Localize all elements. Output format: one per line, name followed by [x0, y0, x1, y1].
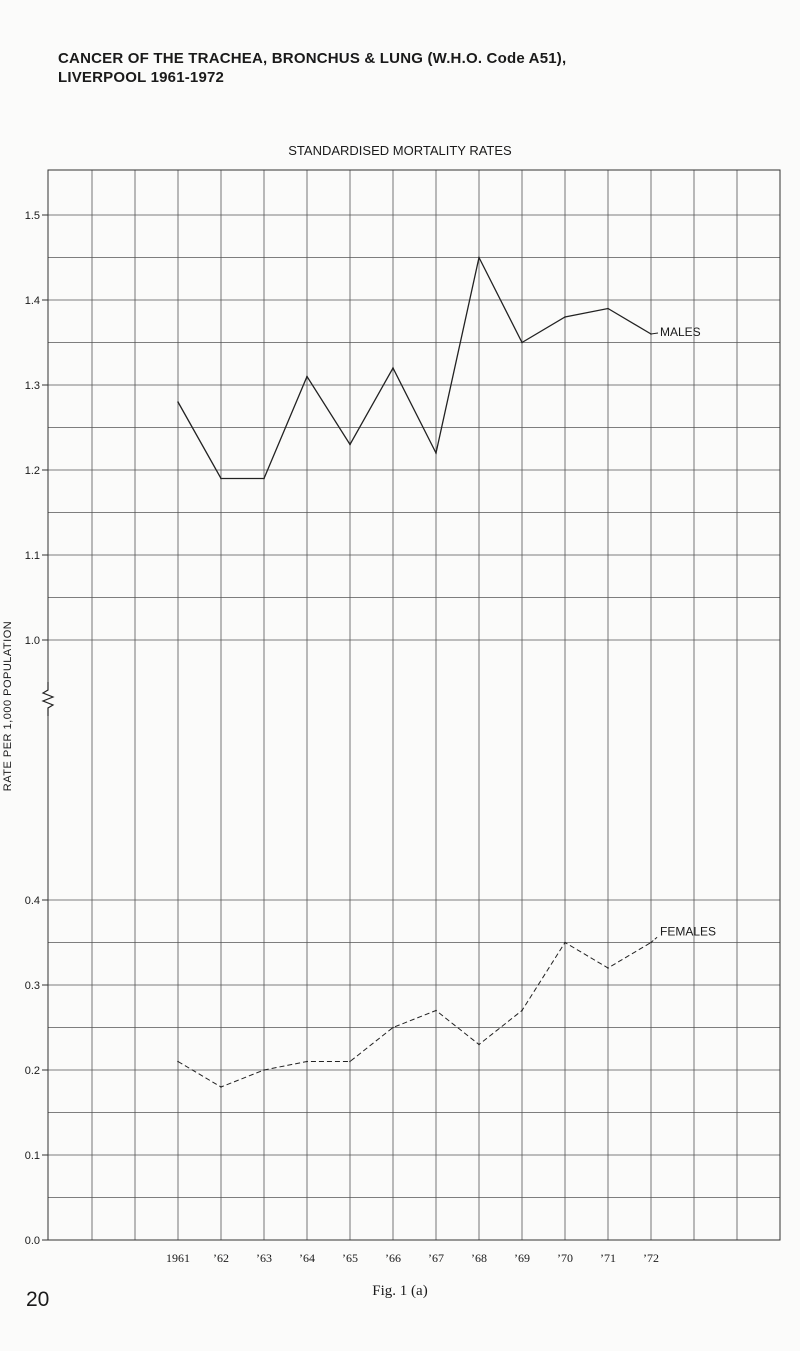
data-point [306, 1060, 308, 1063]
data-point [177, 1060, 179, 1063]
axis-break-zigzag [41, 682, 55, 716]
data-point [435, 452, 437, 454]
x-tick-label: ’67 [428, 1251, 444, 1265]
data-point [177, 401, 179, 403]
data-point [478, 256, 480, 259]
data-point [564, 316, 566, 318]
y-tick-label: 1.0 [25, 635, 40, 647]
y-axis-ticks: 0.0 0.1 0.2 0.3 0.4 1.0 1.1 1.2 1.3 1.4 1.5 [25, 210, 48, 1247]
y-tick-label: 1.2 [25, 465, 40, 477]
x-tick-label: ’72 [643, 1251, 659, 1265]
series-layer: MALES FEMALES [177, 255, 716, 1088]
y-tick-label: 0.4 [25, 895, 40, 907]
title-line-2: LIVERPOOL 1961-1972 [58, 69, 225, 86]
data-point [306, 375, 308, 378]
data-point [263, 477, 265, 480]
series-label-females: FEMALES [660, 925, 716, 939]
data-point [607, 967, 609, 969]
x-tick-label: ’71 [600, 1251, 616, 1265]
page-title: CANCER OF THE TRACHEA, BRONCHUS & LUNG (… [58, 49, 758, 87]
x-tick-label: ’63 [256, 1251, 272, 1265]
title-line-1: CANCER OF THE TRACHEA, BRONCHUS & LUNG (… [58, 50, 567, 67]
data-point [564, 941, 566, 944]
x-tick-label: ’62 [213, 1251, 229, 1265]
x-tick-label: ’68 [471, 1251, 487, 1265]
axis-break-icon [41, 682, 55, 716]
y-tick-label: 1.1 [25, 550, 40, 562]
y-tick-label: 0.3 [25, 980, 40, 992]
x-tick-label: ’69 [514, 1251, 530, 1265]
chart-title: STANDARDISED MORTALITY RATES [288, 143, 512, 158]
data-point [220, 1086, 222, 1088]
y-tick-label: 1.3 [25, 380, 40, 392]
y-tick-label: 0.0 [25, 1235, 40, 1247]
horizontal-gridlines [48, 214, 780, 1198]
series-label-leader [650, 332, 659, 335]
data-point [392, 1026, 394, 1029]
x-tick-label: ’65 [342, 1251, 358, 1265]
data-point [220, 477, 222, 480]
x-tick-label: ’64 [299, 1251, 315, 1265]
x-tick-label: 1961 [166, 1251, 190, 1265]
vertical-gridlines [91, 170, 738, 1240]
series-label-males: MALES [660, 325, 701, 339]
figure-caption: Fig. 1 (a) [372, 1283, 428, 1299]
page-number: 20 [26, 1288, 50, 1311]
y-tick-label: 0.2 [25, 1065, 40, 1077]
x-axis-ticks: 1961 ’62 ’63 ’64 ’65 ’66 ’67 ’68 ’69 ’70 ’71 ’72 [166, 1251, 659, 1265]
data-point [607, 307, 609, 310]
series-label-leader [650, 936, 659, 943]
series-line-females [177, 941, 652, 1088]
data-point [349, 443, 351, 446]
y-tick-label: 1.5 [25, 210, 40, 222]
data-point [478, 1043, 480, 1046]
data-point [521, 341, 523, 344]
data-point [263, 1069, 265, 1071]
axis-break-mask [44, 688, 52, 708]
y-tick-label: 1.4 [25, 295, 40, 307]
x-tick-label: ’66 [385, 1251, 401, 1265]
x-tick-label: ’70 [557, 1251, 573, 1265]
data-point [349, 1060, 351, 1063]
data-point [435, 1009, 437, 1012]
y-tick-label: 0.1 [25, 1150, 40, 1162]
data-point [392, 367, 394, 369]
series-line-males [177, 255, 652, 480]
data-point [521, 1009, 523, 1012]
